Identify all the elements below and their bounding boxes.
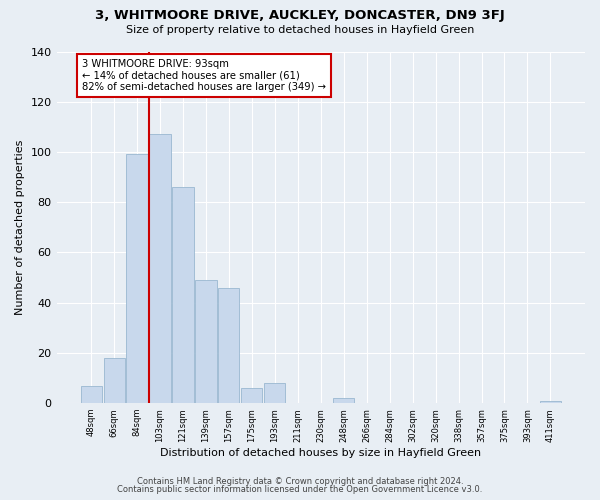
Bar xyxy=(172,187,194,403)
Text: Contains HM Land Registry data © Crown copyright and database right 2024.: Contains HM Land Registry data © Crown c… xyxy=(137,477,463,486)
Text: Size of property relative to detached houses in Hayfield Green: Size of property relative to detached ho… xyxy=(126,25,474,35)
Bar xyxy=(540,400,561,403)
Bar xyxy=(80,386,101,403)
Text: 3, WHITMOORE DRIVE, AUCKLEY, DONCASTER, DN9 3FJ: 3, WHITMOORE DRIVE, AUCKLEY, DONCASTER, … xyxy=(95,9,505,22)
Y-axis label: Number of detached properties: Number of detached properties xyxy=(15,140,25,315)
Bar xyxy=(196,280,217,403)
Text: 3 WHITMOORE DRIVE: 93sqm
← 14% of detached houses are smaller (61)
82% of semi-d: 3 WHITMOORE DRIVE: 93sqm ← 14% of detach… xyxy=(82,59,326,92)
Bar xyxy=(241,388,262,403)
Text: Contains public sector information licensed under the Open Government Licence v3: Contains public sector information licen… xyxy=(118,485,482,494)
X-axis label: Distribution of detached houses by size in Hayfield Green: Distribution of detached houses by size … xyxy=(160,448,481,458)
Bar xyxy=(264,383,286,403)
Bar xyxy=(218,288,239,403)
Bar xyxy=(333,398,354,403)
Bar xyxy=(127,154,148,403)
Bar xyxy=(104,358,125,403)
Bar xyxy=(149,134,170,403)
